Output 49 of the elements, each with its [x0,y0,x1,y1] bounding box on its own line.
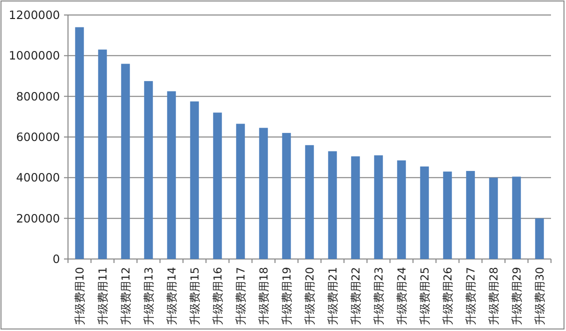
bar [190,101,199,259]
x-tick-label: 升级费用21 [326,267,340,325]
x-tick-label: 升级费用30 [534,267,546,325]
x-tick-label: 升级费用27 [464,267,478,325]
bar [259,128,268,259]
x-tick-label: 升级费用20 [304,267,316,325]
x-tick-label: 升级费用23 [372,267,386,325]
bar [466,170,475,259]
x-tick-label: 升级费用16 [212,267,224,325]
bar [351,156,360,259]
y-tick-label: 400000 [16,170,60,185]
y-tick-label: 1000000 [8,48,60,63]
bar [489,178,498,259]
x-tick-label: 升级费用18 [258,267,270,325]
y-tick-label: 1200000 [8,8,60,22]
x-tick-label: 升级费用26 [442,267,454,325]
bar [374,155,383,259]
bar [75,27,84,259]
x-tick-label: 升级费用19 [280,267,294,325]
bar [535,218,544,259]
bar [512,176,521,259]
x-tick-label: 升级费用29 [510,267,524,325]
x-tick-label: 升级费用12 [120,267,132,325]
bar [167,91,176,259]
x-tick-label: 升级费用24 [396,267,408,325]
bar [328,151,337,259]
x-tick-label: 升级费用15 [188,267,202,325]
y-tick-label: 200000 [16,211,60,226]
y-tick-label: 600000 [16,130,60,144]
x-tick-label: 升级费用13 [142,267,156,325]
bar [282,132,291,259]
bar [443,172,452,259]
x-tick-label: 升级费用11 [96,267,110,325]
bar [236,124,245,259]
bar [98,50,107,259]
x-tick-label: 升级费用28 [488,267,500,325]
bar [397,160,406,259]
x-tick-label: 升级费用22 [350,267,362,325]
bar [213,112,222,259]
x-tick-label: 升级费用10 [74,267,86,325]
x-tick-label: 升级费用17 [234,267,248,325]
bar [420,166,429,259]
x-tick-label: 升级费用25 [418,267,432,325]
bar [144,81,153,259]
bar [305,145,314,259]
bar [121,64,130,259]
x-tick-label: 升级费用14 [166,267,178,325]
y-tick-label: 0 [52,252,60,266]
y-tick-label: 800000 [16,89,60,104]
